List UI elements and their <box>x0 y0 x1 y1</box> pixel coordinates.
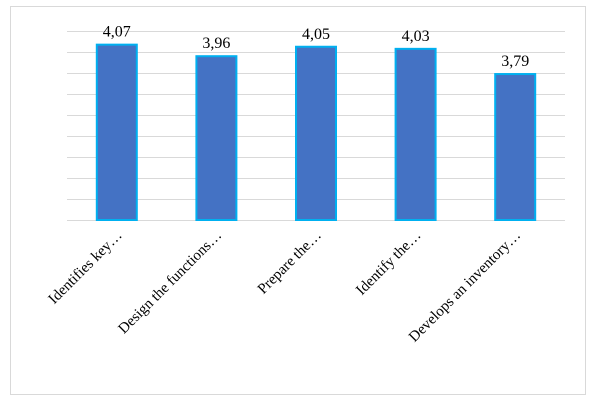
data-label: 3,79 <box>501 53 529 70</box>
bar <box>95 43 138 222</box>
data-label: 4,03 <box>402 28 430 45</box>
x-tick-labels: Identifies key…Design the functions… Prep… <box>46 228 524 346</box>
x-tick-label: Prepare the… <box>255 228 325 298</box>
bar <box>394 47 437 221</box>
x-tick-label: Develops an inventory… <box>406 228 524 346</box>
data-label: 3,96 <box>202 35 230 52</box>
x-tick-label: Design the functions… <box>116 228 226 338</box>
bar <box>195 55 238 222</box>
data-label: 4,07 <box>103 24 131 41</box>
bar <box>494 73 537 221</box>
bar <box>295 45 337 221</box>
value-labels: 4,07 3,96 4,05 4,03 3,79 <box>103 24 529 70</box>
data-label: 4,05 <box>302 26 330 43</box>
bars <box>95 43 537 222</box>
x-tick-label: Identifies key… <box>46 228 126 308</box>
x-tick-label: Identify the… <box>353 228 424 299</box>
